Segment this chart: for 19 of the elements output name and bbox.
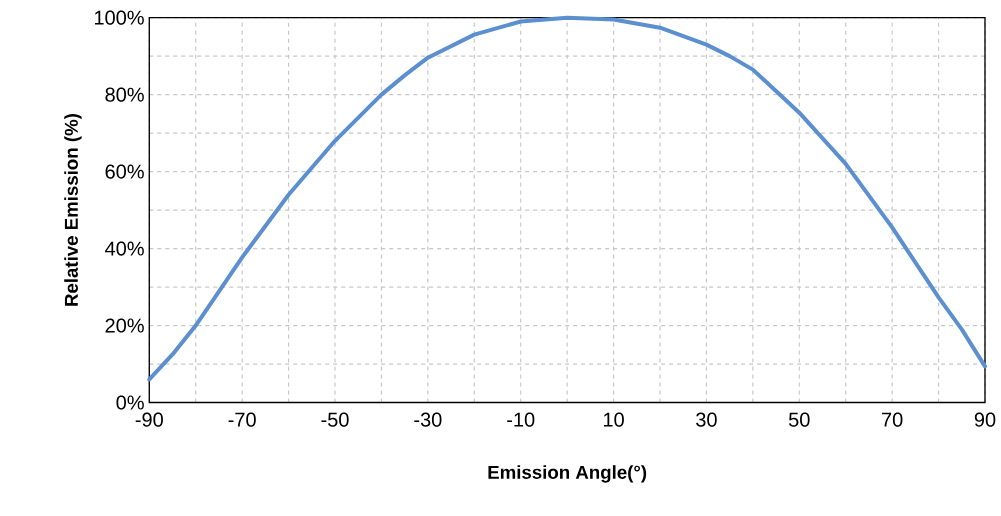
x-tick-label: 10 bbox=[603, 412, 624, 427]
x-tick-label: -90 bbox=[135, 412, 163, 427]
x-tick-label: 30 bbox=[696, 412, 717, 427]
x-tick-label: 90 bbox=[974, 412, 996, 427]
y-axis-title: Relative Emission (%) bbox=[64, 114, 82, 306]
y-tick-label: 0% bbox=[116, 395, 144, 410]
x-tick-label: 50 bbox=[788, 412, 810, 427]
y-tick-label: 100% bbox=[94, 10, 144, 25]
x-tick-label: -10 bbox=[507, 412, 535, 427]
x-tick-label: -70 bbox=[228, 412, 256, 427]
y-tick-label: 60% bbox=[105, 164, 144, 179]
y-tick-label: 40% bbox=[105, 241, 144, 256]
y-tick-label: 20% bbox=[105, 318, 144, 333]
x-tick-label: 70 bbox=[882, 412, 903, 427]
y-tick-label: 80% bbox=[105, 87, 144, 102]
line-series bbox=[147, 15, 987, 382]
x-axis-title: Emission Angle(°) bbox=[488, 465, 647, 483]
x-tick-label: -30 bbox=[414, 412, 442, 427]
x-tick-label: -50 bbox=[321, 412, 349, 427]
